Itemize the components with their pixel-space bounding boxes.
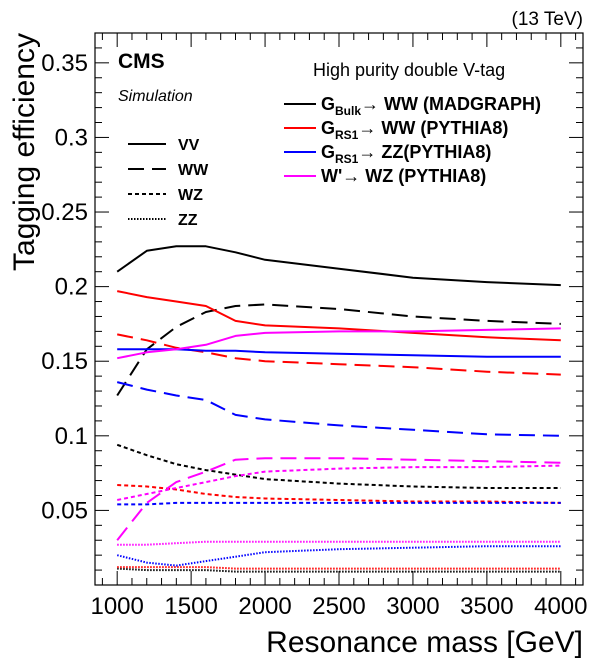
subtitle: Simulation: [118, 88, 193, 105]
series-line-rs1ww-ww: [117, 333, 561, 376]
y-tick-label: 0.15: [41, 348, 88, 375]
series-line-rs1ww-zz: [117, 566, 561, 570]
series-lines: [116, 245, 561, 573]
series-line-bulk-vv: [116, 245, 561, 287]
series-line-bulk-wz: [116, 443, 561, 489]
axis-ticks: 1000 1500 2000 2500 3000 3500 4000 0.05 0.1 0.15 0…: [41, 33, 588, 620]
x-tick-label: 3000: [386, 593, 439, 620]
x-tick-label: 2500: [312, 593, 365, 620]
series-line-rs1zz-vv: [117, 348, 561, 358]
signal-legend: GBulk→ WW (MADGRAPH)GRS1→ WW (PYTHIA8)GR…: [284, 94, 541, 186]
legend-label-bulk: GBulk→ WW (MADGRAPH): [321, 94, 541, 118]
x-tick-label: 1500: [164, 593, 217, 620]
series-line-wprime-vv: [117, 327, 561, 360]
legend-label-vv: VV: [178, 137, 200, 154]
y-tick-label: 0.25: [41, 199, 88, 226]
x-axis-title: Resonance mass [GeV]: [266, 626, 583, 659]
y-axis-title: Tagging efficiency: [8, 33, 41, 271]
legend-label-wprime: W'→ WZ (PYTHIA8): [321, 166, 486, 186]
experiment-label: CMS: [118, 50, 165, 73]
legend-label-zz: ZZ: [178, 212, 198, 229]
legend-label-rs1ww: GRS1→ WW (PYTHIA8): [321, 118, 508, 142]
x-tick-label: 3500: [460, 593, 513, 620]
y-tick-label: 0.1: [55, 423, 88, 450]
series-line-wprime-zz: [117, 540, 561, 546]
category-legend: VV WW WZ ZZ: [128, 137, 209, 229]
series-line-rs1ww-vv: [117, 290, 561, 342]
y-tick-label: 0.3: [55, 124, 88, 151]
series-line-rs1zz-ww: [116, 381, 561, 437]
y-tick-label: 0.35: [41, 50, 88, 77]
series-line-wprime-ww: [116, 457, 561, 541]
energy-label: (13 TeV): [512, 9, 583, 30]
x-tick-label: 2000: [238, 593, 291, 620]
series-line-rs1ww-wz: [117, 484, 561, 504]
y-tick-label: 0.05: [41, 497, 88, 524]
series-line-wprime-wz: [117, 464, 561, 501]
legend-label-wz: WZ: [178, 187, 203, 204]
x-tick-label: 1000: [90, 593, 143, 620]
legend-label-rs1zz: GRS1→ ZZ(PYTHIA8): [321, 142, 491, 166]
series-line-bulk-zz: [117, 567, 561, 573]
selection-label: High purity double V-tag: [313, 60, 505, 80]
series-line-bulk-ww: [116, 303, 561, 397]
legend-label-ww: WW: [178, 162, 209, 179]
x-tick-label: 4000: [534, 593, 587, 620]
series-line-rs1zz-wz: [117, 501, 561, 506]
y-tick-label: 0.2: [55, 274, 88, 301]
series-line-rs1zz-zz: [116, 545, 561, 567]
